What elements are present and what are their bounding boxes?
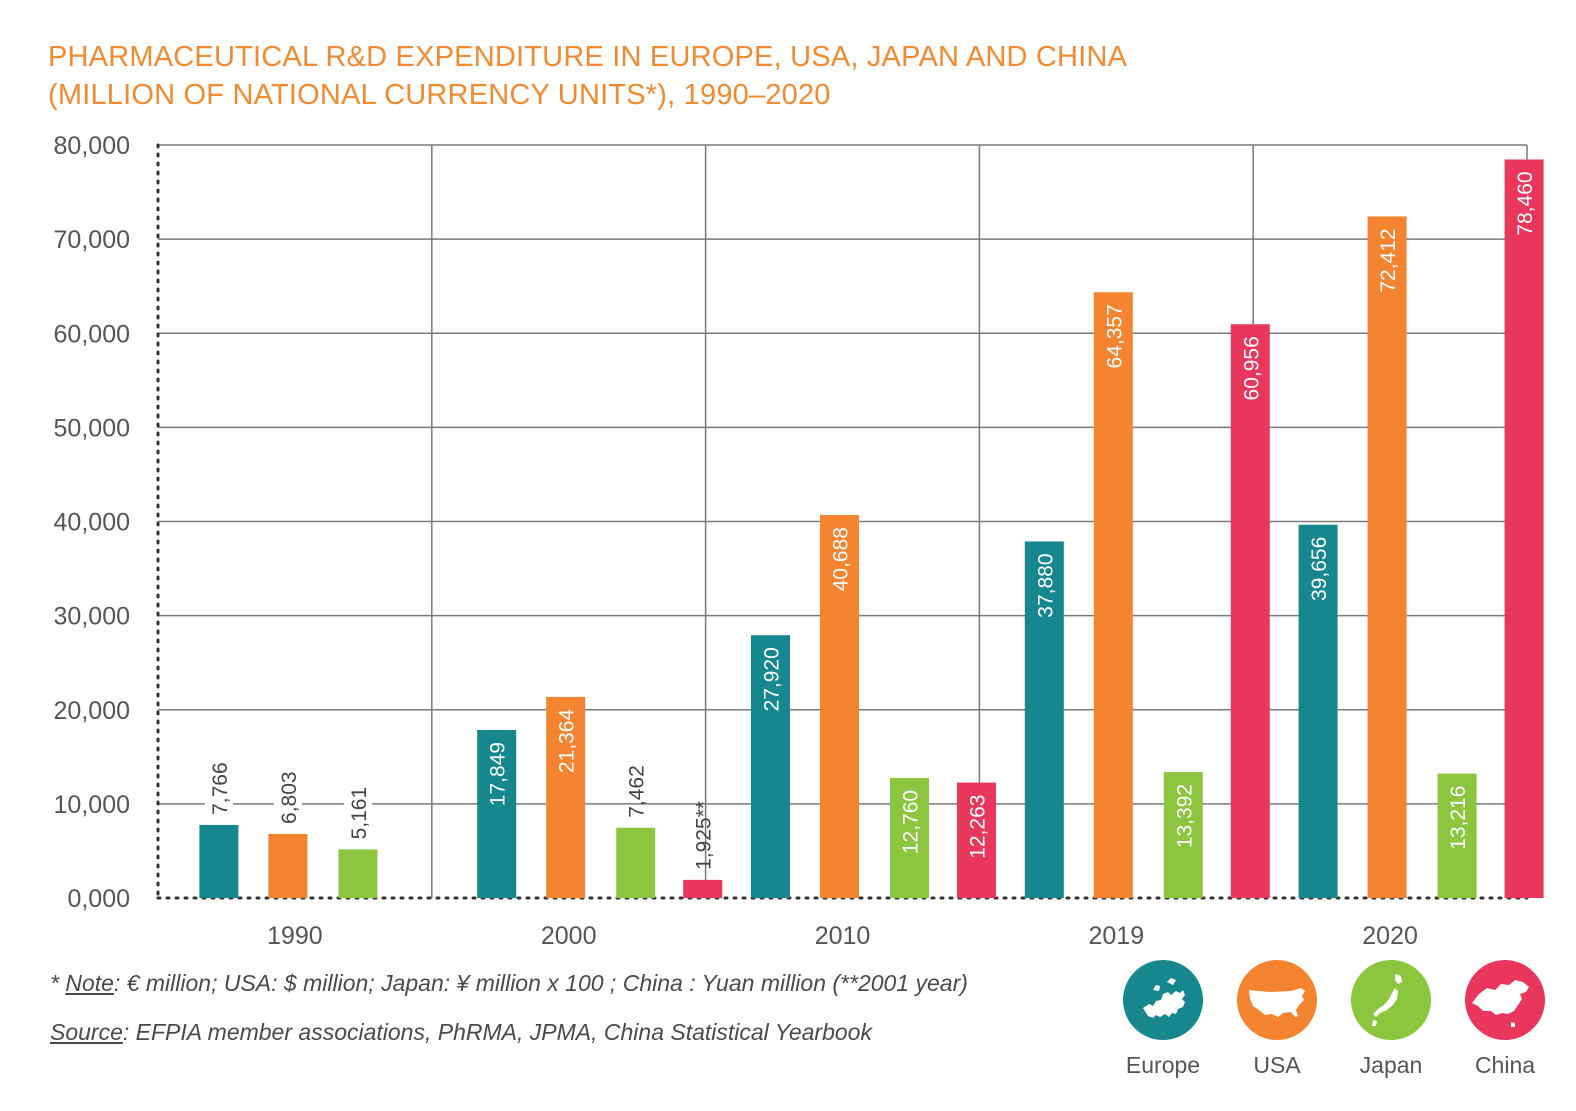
data-label: 13,392 bbox=[1173, 784, 1196, 848]
legend-item-japan: Japan bbox=[1336, 960, 1446, 1079]
bar-japan bbox=[1437, 773, 1477, 898]
footnote-prefix: * bbox=[50, 970, 66, 996]
europe-map-icon bbox=[1123, 960, 1203, 1040]
bar-japan bbox=[1163, 771, 1203, 898]
china-map-icon bbox=[1465, 960, 1545, 1040]
y-tick-label: 30,000 bbox=[54, 603, 130, 631]
data-label: 12,760 bbox=[900, 790, 923, 854]
legend-item-china: China bbox=[1450, 960, 1560, 1079]
source-text: : EFPIA member associations, PhRMA, JPMA… bbox=[122, 1019, 872, 1045]
bar-china bbox=[1504, 159, 1544, 899]
data-label: 64,357 bbox=[1103, 304, 1126, 368]
bar-europe bbox=[199, 824, 239, 898]
data-label-backing bbox=[204, 743, 233, 817]
data-label: 7,766 bbox=[209, 762, 232, 815]
data-label-backing bbox=[343, 768, 372, 842]
bar-usa bbox=[1093, 292, 1133, 898]
y-tick-label: 10,000 bbox=[54, 791, 130, 819]
bar-usa bbox=[820, 515, 859, 898]
data-label: 6,803 bbox=[278, 771, 301, 824]
bar-usa bbox=[1367, 216, 1407, 898]
bar-usa bbox=[546, 696, 586, 898]
data-label: 21,364 bbox=[556, 709, 579, 774]
y-tick-label: 40,000 bbox=[54, 509, 130, 537]
legend-label-usa: USA bbox=[1253, 1052, 1301, 1078]
x-tick-label: 2019 bbox=[1088, 922, 1144, 950]
data-label-backing bbox=[273, 752, 302, 826]
data-label: 37,880 bbox=[1034, 553, 1057, 617]
bar-japan bbox=[616, 827, 656, 898]
legend-label-europe: Europe bbox=[1125, 1052, 1201, 1078]
bar-europe bbox=[751, 635, 790, 898]
data-label: 12,263 bbox=[967, 795, 990, 859]
data-label: 7,462 bbox=[626, 765, 649, 818]
footnote-note: * Note: € million; USA: $ million; Japan… bbox=[50, 970, 968, 997]
data-label: 17,849 bbox=[487, 742, 510, 806]
legend-item-europe: Europe bbox=[1108, 960, 1218, 1079]
y-tick-label: 20,000 bbox=[54, 697, 130, 725]
y-tick-label: 80,000 bbox=[54, 132, 130, 160]
bar-europe bbox=[1024, 541, 1064, 898]
data-label: 78,460 bbox=[1514, 171, 1537, 235]
data-label: 13,216 bbox=[1447, 786, 1470, 850]
bar-japan bbox=[890, 777, 929, 898]
note-text: : € million; USA: $ million; Japan: ¥ mi… bbox=[113, 970, 968, 996]
footnote-source: Source: EFPIA member associations, PhRMA… bbox=[50, 1019, 872, 1046]
bar-japan bbox=[338, 849, 378, 898]
data-label: 27,920 bbox=[761, 647, 784, 711]
bar-china bbox=[683, 879, 723, 898]
note-label: Note bbox=[65, 970, 114, 996]
y-tick-label: 70,000 bbox=[54, 226, 130, 254]
y-tick-label: 0,000 bbox=[67, 885, 130, 913]
data-label: 60,956 bbox=[1240, 336, 1263, 400]
bar-europe bbox=[1298, 524, 1338, 898]
data-label: 1,925** bbox=[693, 801, 716, 870]
bar-usa bbox=[268, 833, 308, 898]
chart-title-line-2: (MILLION OF NATIONAL CURRENCY UNITS*), 1… bbox=[48, 79, 831, 111]
chart-title-line-1: PHARMACEUTICAL R&D EXPENDITURE IN EUROPE… bbox=[48, 41, 1128, 73]
data-label: 39,656 bbox=[1308, 537, 1331, 601]
japan-map-icon bbox=[1351, 960, 1431, 1040]
legend-item-usa: USA bbox=[1222, 960, 1332, 1079]
bar-china bbox=[957, 782, 996, 898]
y-tick-label: 60,000 bbox=[54, 320, 130, 348]
bar-china bbox=[1230, 324, 1270, 898]
legend: Europe USA Japan China bbox=[1108, 960, 1548, 1090]
chart-title: PHARMACEUTICAL R&D EXPENDITURE IN EUROPE… bbox=[48, 38, 1127, 114]
data-label: 72,412 bbox=[1377, 228, 1400, 292]
source-label: Source bbox=[50, 1019, 123, 1045]
data-label: 5,161 bbox=[348, 787, 371, 840]
x-tick-label: 2010 bbox=[815, 922, 871, 950]
legend-label-china: China bbox=[1474, 1052, 1536, 1078]
x-tick-label: 2000 bbox=[541, 922, 597, 950]
bar-europe bbox=[477, 729, 517, 898]
legend-label-japan: Japan bbox=[1359, 1052, 1423, 1078]
usa-map-icon bbox=[1237, 960, 1317, 1040]
bar-chart: 0,000 10,000 20,000 30,000 40,000 50,000 60,00… bbox=[54, 132, 1544, 950]
x-tick-label: 1990 bbox=[267, 922, 323, 950]
x-tick-label: 2020 bbox=[1362, 922, 1418, 950]
y-tick-label: 50,000 bbox=[54, 414, 130, 442]
data-label: 40,688 bbox=[830, 527, 853, 591]
